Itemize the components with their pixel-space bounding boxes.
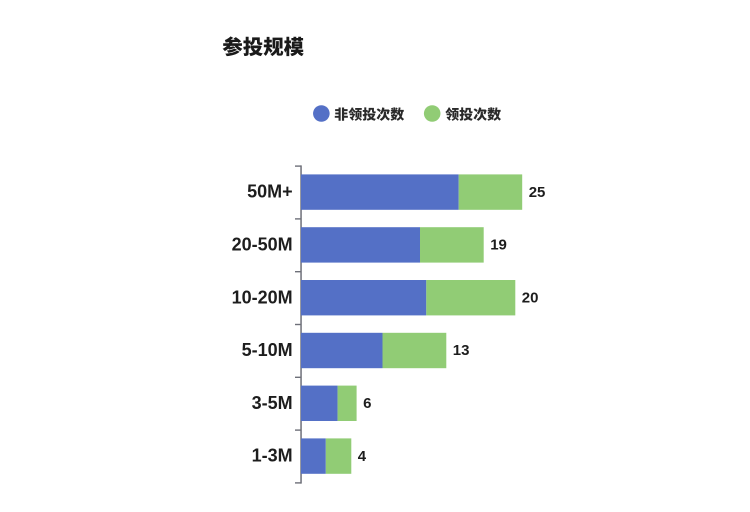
svg-text:50M+: 50M+ <box>247 182 293 202</box>
svg-text:1-3M: 1-3M <box>252 446 293 466</box>
svg-text:25: 25 <box>529 184 546 201</box>
svg-text:6: 6 <box>363 395 371 412</box>
svg-text:10-20M: 10-20M <box>232 287 293 307</box>
svg-text:5-10M: 5-10M <box>242 340 293 360</box>
svg-text:3-5M: 3-5M <box>252 393 293 413</box>
svg-text:4: 4 <box>358 448 367 465</box>
svg-text:20-50M: 20-50M <box>232 235 293 255</box>
svg-text:19: 19 <box>490 237 507 254</box>
svg-text:13: 13 <box>453 342 470 359</box>
svg-text:20: 20 <box>522 289 539 306</box>
